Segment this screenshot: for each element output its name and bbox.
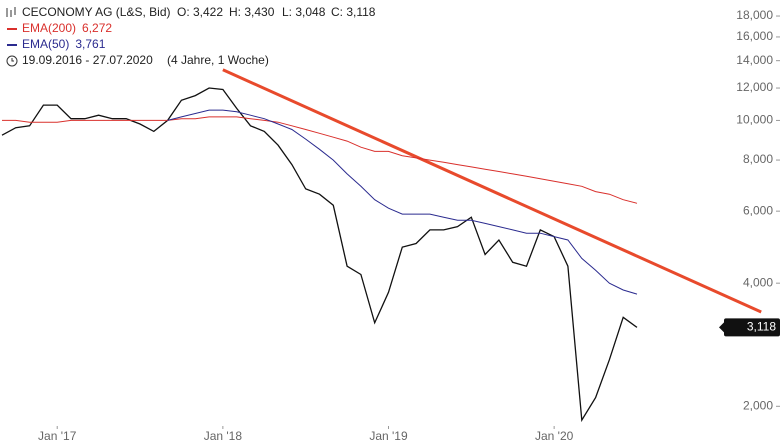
last-price-label: 3,118 <box>747 320 776 334</box>
price-line <box>1 87 638 423</box>
y-tick-label: 12,000 <box>736 80 773 94</box>
period-note: (4 Jahre, 1 Woche) <box>167 53 269 67</box>
ohlc-close: C: 3,118 <box>331 5 376 19</box>
legend-value: 6,272 <box>82 21 112 35</box>
legend-label: EMA(200) <box>22 21 76 35</box>
x-tick-label: Jan '18 <box>204 429 243 443</box>
y-tick-label: 6,000 <box>743 203 773 217</box>
bars-icon <box>6 7 16 17</box>
clock-icon <box>6 55 18 67</box>
ohlc-low: L: 3,048 <box>282 5 326 19</box>
y-tick-label: 2,000 <box>743 398 773 412</box>
ohlc-high: H: 3,430 <box>229 5 275 19</box>
y-tick-label: 18,000 <box>736 8 773 22</box>
y-tick-label: 8,000 <box>743 152 773 166</box>
last-price-pointer <box>719 322 724 333</box>
ohlc-open: O: 3,422 <box>177 5 223 19</box>
period: 19.09.2016 - 27.07.2020 <box>22 53 153 67</box>
ema-line <box>2 116 638 204</box>
y-tick-label: 16,000 <box>736 29 773 43</box>
x-tick-label: Jan '17 <box>38 429 77 443</box>
ema-line <box>167 109 638 295</box>
last-price-box <box>724 318 780 337</box>
x-tick-label: Jan '20 <box>535 429 574 443</box>
y-tick-label: 14,000 <box>736 53 773 67</box>
legend-label: EMA(50) <box>22 37 69 51</box>
y-tick-label: 4,000 <box>743 275 773 289</box>
y-tick-label: 10,000 <box>736 113 773 127</box>
legend-value: 3,761 <box>75 37 105 51</box>
x-tick-label: Jan '19 <box>369 429 408 443</box>
chart-title: CECONOMY AG (L&S, Bid) <box>22 5 170 19</box>
trend-line <box>222 68 762 314</box>
